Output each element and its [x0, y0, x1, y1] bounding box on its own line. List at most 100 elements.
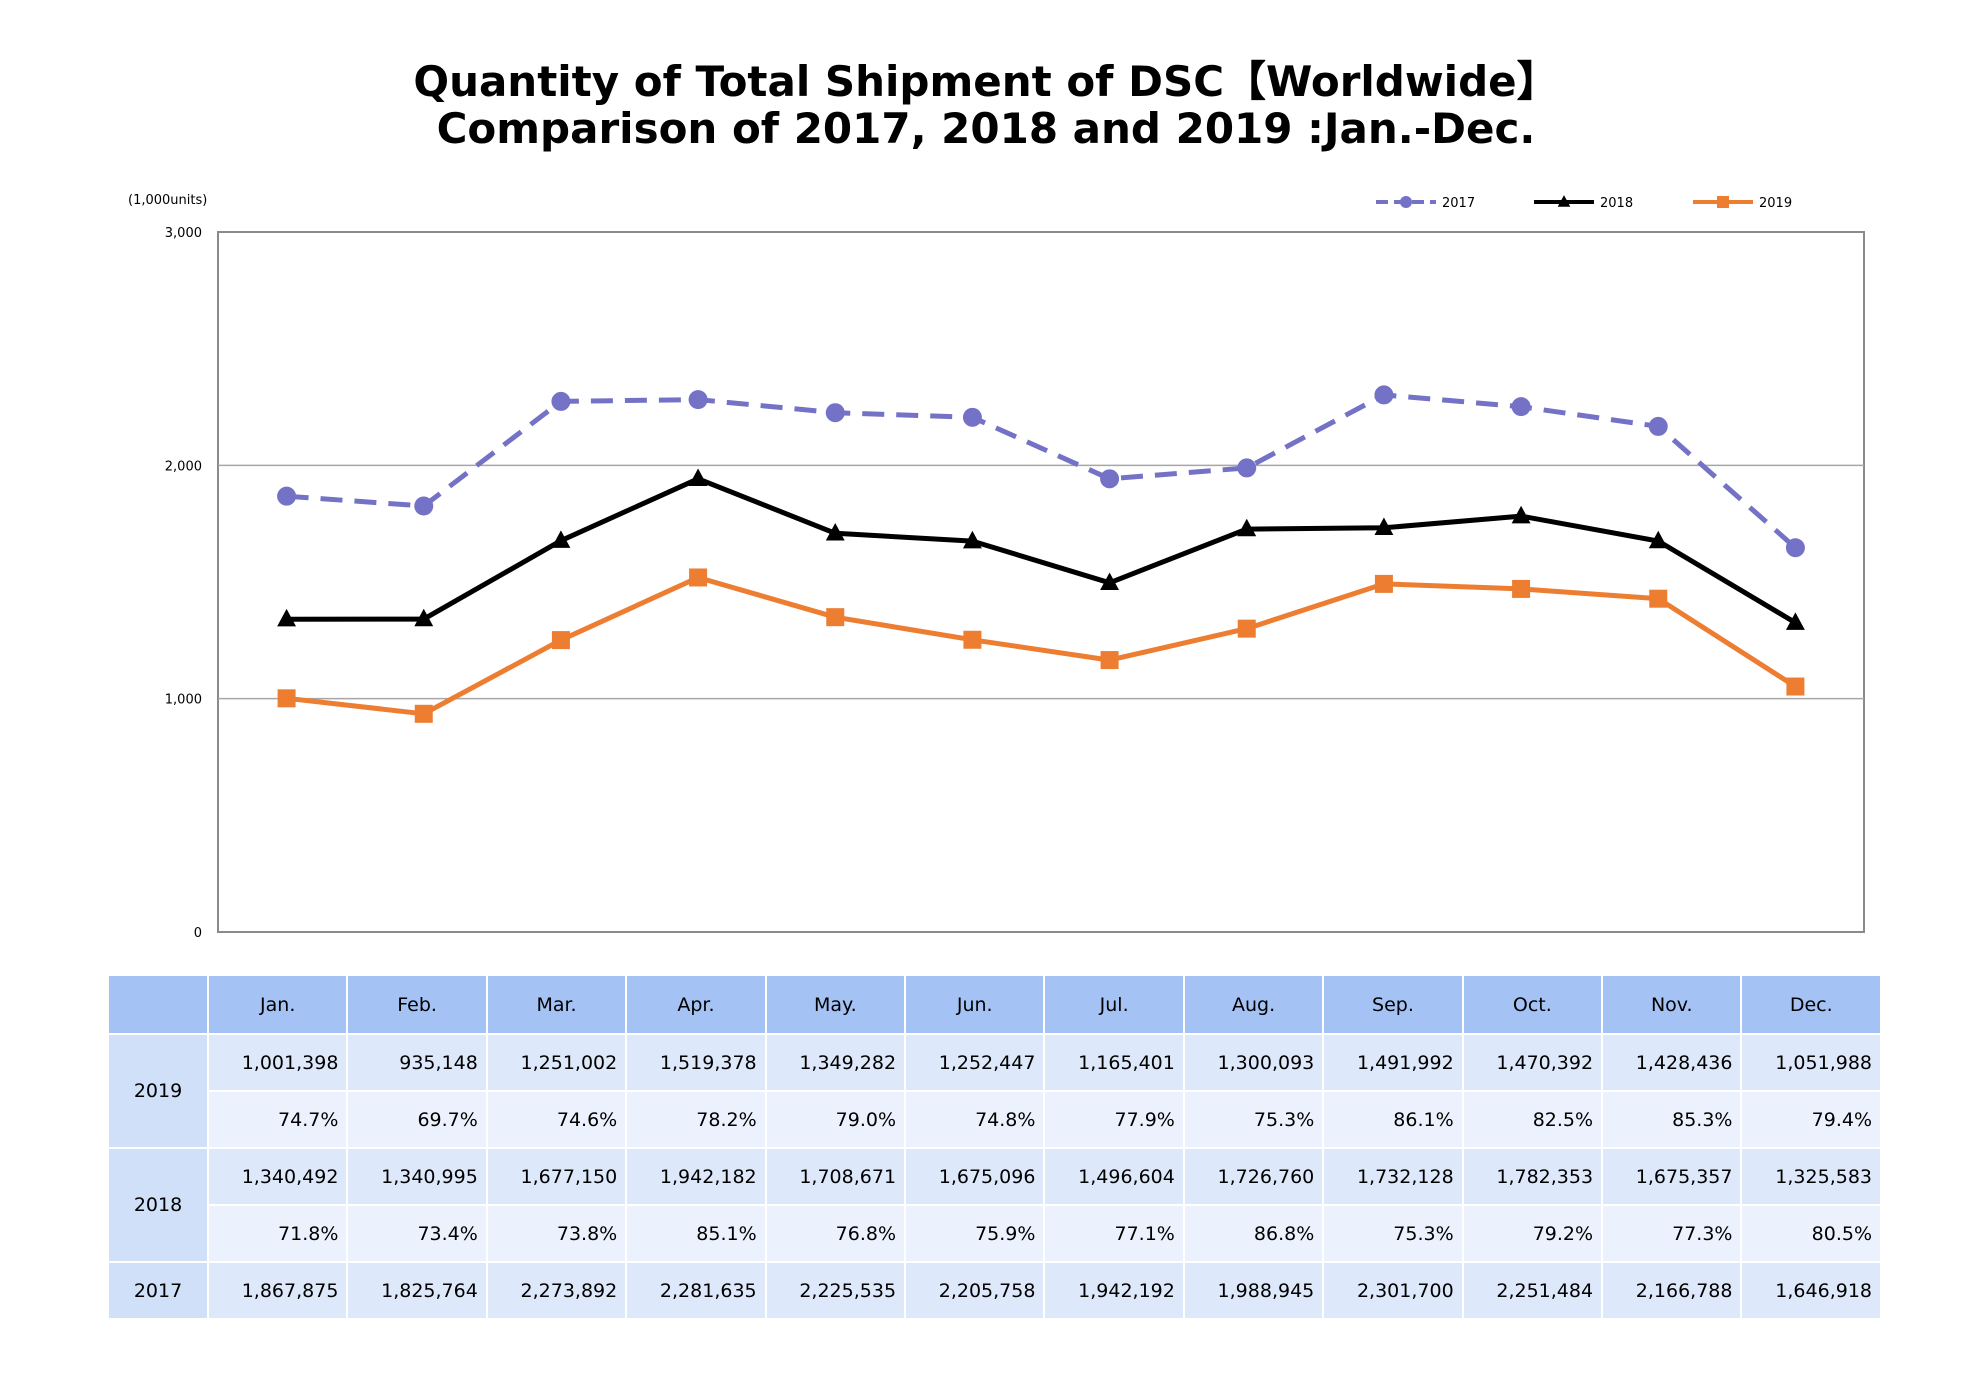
data-point-2017 [1511, 397, 1531, 417]
data-point-2017 [1374, 385, 1394, 405]
month-header: Sep. [1322, 974, 1464, 1035]
data-point-2018 [551, 530, 571, 548]
ratio-cell: 75.3% [1182, 1090, 1325, 1149]
shipment-value-cell: 1,867,875 [206, 1261, 349, 1320]
data-point-2019 [1100, 651, 1119, 670]
data-point-2018 [825, 522, 845, 541]
shipment-value-cell: 1,340,492 [206, 1147, 349, 1206]
data-table: Jan. Feb. Mar. Apr. May. Jun. Jul. Aug. … [107, 974, 1882, 1320]
data-point-2018 [688, 468, 708, 487]
table-row: 2019 1,001,398 935,148 1,251,002 1,519,378 1,… [107, 1033, 1882, 1149]
data-point-2017 [825, 403, 845, 423]
shipment-value-cell: 2,166,788 [1601, 1261, 1743, 1320]
shipment-value-cell: 1,677,150 [485, 1147, 628, 1206]
data-point-2017 [1785, 538, 1805, 558]
month-header: Jul. [1043, 974, 1185, 1035]
ratio-cell: 73.8% [485, 1204, 628, 1263]
data-point-2019 [689, 568, 708, 587]
shipment-value-cell: 2,281,635 [625, 1261, 767, 1320]
shipment-value-cell: 1,001,398 [206, 1033, 349, 1092]
month-header: Jun. [904, 974, 1046, 1035]
month-header: Jan. [206, 974, 349, 1035]
data-point-2019 [1237, 619, 1256, 638]
shipment-value-cell: 1,496,604 [1043, 1147, 1185, 1206]
shipment-value-cell: 2,273,892 [485, 1261, 628, 1320]
legend-label-2017: 2017 [1442, 196, 1475, 211]
shipment-value-cell: 935,148 [346, 1033, 488, 1092]
data-point-2018 [1237, 518, 1257, 537]
data-point-2018 [1785, 612, 1805, 630]
ratio-cell: 80.5% [1740, 1204, 1882, 1263]
data-point-2019 [963, 630, 982, 649]
table-header-row: Jan. Feb. Mar. Apr. May. Jun. Jul. Aug. … [107, 974, 1882, 1035]
shipment-value-cell: 1,646,918 [1740, 1261, 1882, 1320]
ratio-cell: 73.4% [346, 1204, 488, 1263]
shipment-value-cell: 1,165,401 [1043, 1033, 1185, 1092]
y-axis-unit-label: (1,000units) [128, 193, 207, 208]
shipment-value-cell: 1,726,760 [1182, 1147, 1325, 1206]
ratio-cell: 85.1% [625, 1204, 767, 1263]
series-line-2019 [286, 575, 1797, 717]
ratio-cell: 77.1% [1043, 1204, 1185, 1263]
month-header: May. [764, 974, 907, 1035]
y-tick-label: 3,000 [165, 226, 202, 241]
ratio-cell: 77.9% [1043, 1090, 1185, 1149]
legend-marker-2018 [1557, 195, 1571, 207]
shipment-value-cell: 1,252,447 [904, 1033, 1046, 1092]
shipment-value-cell: 1,732,128 [1322, 1147, 1464, 1206]
ratio-cell: 74.7% [206, 1090, 349, 1149]
y-tick-label: 1,000 [165, 693, 202, 708]
shipment-value-cell: 1,942,192 [1043, 1261, 1185, 1320]
shipment-value-cell: 1,782,353 [1461, 1147, 1604, 1206]
ratio-cell: 85.3% [1601, 1090, 1743, 1149]
data-point-2018 [1511, 505, 1531, 524]
data-point-2019 [826, 608, 845, 627]
shipment-value-cell: 2,251,484 [1461, 1261, 1604, 1320]
legend-marker-2017 [1400, 196, 1412, 208]
ratio-cell: 69.7% [346, 1090, 488, 1149]
shipment-value-cell: 1,470,392 [1461, 1033, 1604, 1092]
ratio-cell: 71.8% [206, 1204, 349, 1263]
month-header: Mar. [485, 974, 628, 1035]
data-point-2017 [688, 390, 708, 410]
shipment-value-cell: 1,325,583 [1740, 1147, 1882, 1206]
shipment-value-cell: 1,428,436 [1601, 1033, 1743, 1092]
data-point-2018 [414, 608, 434, 627]
data-point-2019 [414, 704, 433, 723]
shipment-value-cell: 1,300,093 [1182, 1033, 1325, 1092]
line-chart: 0 1,000 2,000 3,000 (1,000units) 2017 2018 2019 [128, 193, 1865, 941]
shipment-value-cell: 1,349,282 [764, 1033, 907, 1092]
ratio-cell: 79.0% [764, 1090, 907, 1149]
data-point-2018 [1648, 530, 1668, 549]
data-point-2019 [1649, 589, 1668, 608]
data-point-2018 [1100, 572, 1120, 590]
data-point-2019 [1512, 579, 1531, 598]
shipment-value-cell: 1,051,988 [1740, 1033, 1882, 1092]
ratio-cell: 82.5% [1461, 1090, 1604, 1149]
ratio-cell: 75.3% [1322, 1204, 1464, 1263]
table-row: 2018 1,340,492 1,340,995 1,677,150 1,942,182… [107, 1147, 1882, 1263]
chart-title-line-1: Quantity of Total Shipment of DSC【Worldw… [413, 57, 1559, 106]
month-header: Nov. [1601, 974, 1743, 1035]
table-corner-cell [107, 974, 209, 1035]
data-point-2019 [1786, 677, 1805, 696]
series-line-2018 [286, 476, 1797, 625]
data-point-2018 [962, 530, 982, 549]
data-point-2019 [1374, 574, 1393, 593]
year-label: 2019 [107, 1033, 209, 1149]
data-point-2017 [962, 407, 982, 427]
data-point-2017 [551, 391, 571, 411]
table-row: 71.8% 73.4% 73.8% 85.1% 76.8% 75.9% 77.1% 86.8%… [108, 1204, 1882, 1263]
shipment-value-cell: 1,340,995 [346, 1147, 488, 1206]
y-tick-label: 2,000 [165, 459, 202, 474]
plot-area [217, 231, 1865, 933]
legend-label-2019: 2019 [1759, 196, 1792, 211]
shipment-value-cell: 1,708,671 [764, 1147, 907, 1206]
series-line-2017 [286, 392, 1798, 550]
data-point-2017 [1648, 416, 1668, 436]
data-point-2019 [277, 689, 296, 708]
ratio-cell: 86.8% [1182, 1204, 1325, 1263]
shipment-value-cell: 1,491,992 [1322, 1033, 1464, 1092]
data-point-2018 [277, 608, 297, 627]
y-tick-label: 0 [194, 926, 202, 941]
